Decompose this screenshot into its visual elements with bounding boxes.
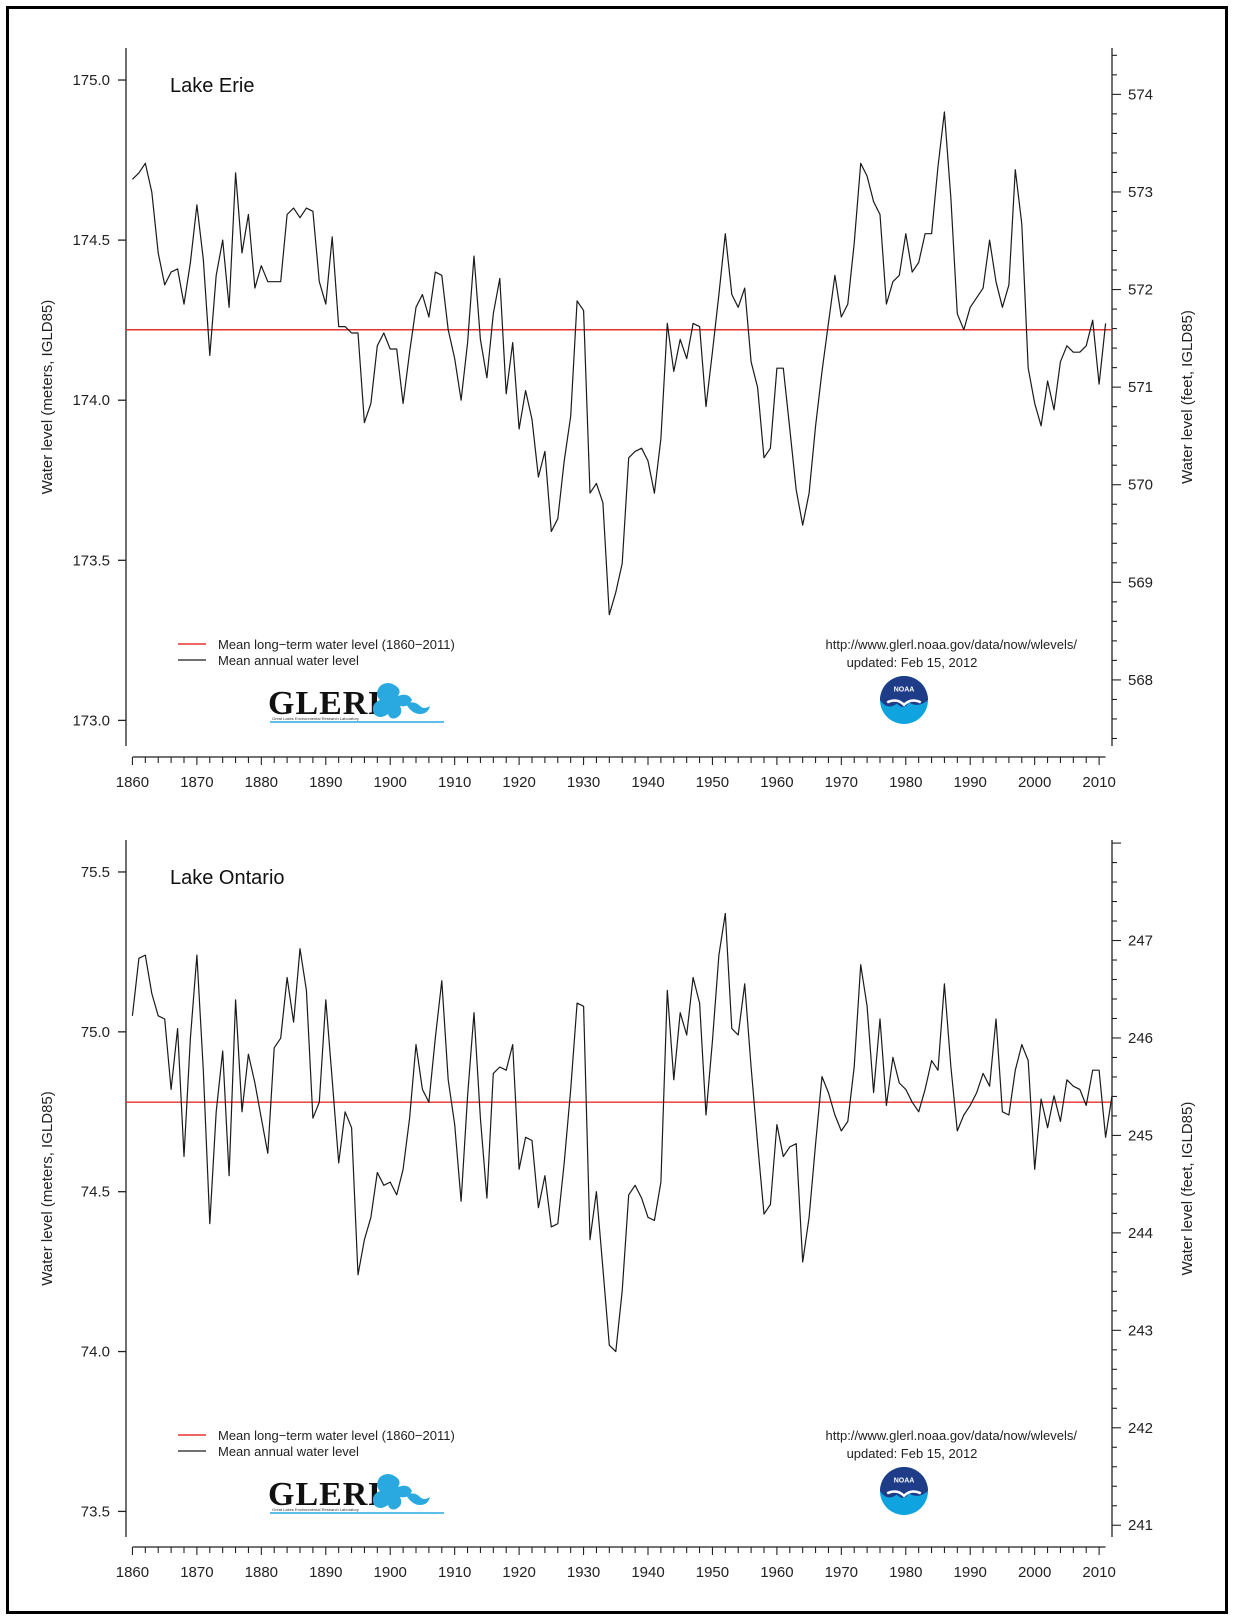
noaa-logo-dark <box>880 1467 928 1498</box>
x-tick-label: 1930 <box>567 774 600 791</box>
y-tick-label: 174.0 <box>72 392 110 409</box>
y2-tick-label: 571 <box>1128 379 1153 396</box>
x-tick-label: 1910 <box>438 774 471 791</box>
glerl-logo-subtext: Great Lakes Environmental Research Labor… <box>272 1507 359 1512</box>
y-tick-label: 74.5 <box>81 1184 110 1201</box>
y2-axis-title: Water level (feet, IGLD85) <box>1179 310 1196 484</box>
x-tick-label: 1870 <box>180 1564 213 1581</box>
x-tick-label: 1890 <box>309 774 342 791</box>
y-tick-label: 75.5 <box>81 864 110 881</box>
glerl-logo-text: GLERL <box>268 685 392 722</box>
x-tick-label: 1880 <box>245 774 278 791</box>
legend-label-mean: Mean long−term water level (1860−2011) <box>218 637 455 652</box>
y-tick-label: 173.5 <box>72 552 110 569</box>
chart-title: Lake Ontario <box>170 867 285 889</box>
x-tick-label: 1860 <box>116 774 149 791</box>
x-tick-label: 1900 <box>374 774 407 791</box>
y2-tick-label: 572 <box>1128 282 1153 299</box>
x-tick-label: 1890 <box>309 1564 342 1581</box>
annual-level-series <box>131 111 1107 616</box>
chart-panel-lake-ontario: 73.5 74.0 74.5 75.0 75.5 241 242 243 244 245 246 24… <box>39 840 1196 1581</box>
x-tick-label: 1990 <box>954 1564 987 1581</box>
y-tick-label: 175.0 <box>72 72 110 89</box>
x-tick-label: 1970 <box>825 774 858 791</box>
x-tick-label: 1930 <box>567 1564 600 1581</box>
source-updated: updated: Feb 15, 2012 <box>847 655 978 670</box>
x-tick-label: 1860 <box>116 1564 149 1581</box>
y2-tick-label: 246 <box>1128 1030 1153 1047</box>
x-tick-label: 1940 <box>631 774 664 791</box>
y-axis-title: Water level (meters, IGLD85) <box>39 300 56 495</box>
y2-axis-title: Water level (feet, IGLD85) <box>1179 1102 1196 1276</box>
y-tick-label: 174.5 <box>72 232 110 249</box>
x-tick-label: 1920 <box>502 774 535 791</box>
legend-label-mean: Mean long−term water level (1860−2011) <box>218 1428 455 1443</box>
x-tick-label: 1920 <box>502 1564 535 1581</box>
y2-tick-label: 247 <box>1128 933 1153 950</box>
x-tick-label: 2000 <box>1018 774 1051 791</box>
x-tick-label: 1960 <box>760 774 793 791</box>
glerl-lakes-icon <box>372 683 412 719</box>
glerl-logo-subtext: Great Lakes Environmental Research Labor… <box>272 716 359 721</box>
x-tick-label: 1990 <box>954 774 987 791</box>
x-tick-label: 1880 <box>245 1564 278 1581</box>
y-axis-title: Water level (meters, IGLD85) <box>39 1091 56 1286</box>
source-url: http://www.glerl.noaa.gov/data/now/wleve… <box>826 637 1078 652</box>
y2-tick-label: 241 <box>1128 1517 1153 1534</box>
noaa-logo: NOAA <box>880 676 928 724</box>
y2-tick-label: 569 <box>1128 574 1153 591</box>
x-tick-label: 1950 <box>696 774 729 791</box>
y-tick-label: 173.0 <box>72 712 110 729</box>
y2-tick-label: 574 <box>1128 86 1153 103</box>
y2-tick-label: 242 <box>1128 1420 1153 1437</box>
x-tick-label: 2010 <box>1082 1564 1115 1581</box>
noaa-logo-gull <box>886 699 922 707</box>
source-url: http://www.glerl.noaa.gov/data/now/wleve… <box>826 1428 1078 1443</box>
annual-level-series <box>131 912 1113 1353</box>
glerl-lakes-icon <box>406 1493 430 1505</box>
y-tick-label: 74.0 <box>81 1344 110 1361</box>
y-tick-label: 75.0 <box>81 1024 110 1041</box>
x-tick-label: 1940 <box>631 1564 664 1581</box>
x-tick-label: 1970 <box>825 1564 858 1581</box>
noaa-logo-text: NOAA <box>894 1478 915 1485</box>
x-tick-label: 1910 <box>438 1564 471 1581</box>
x-tick-label: 1900 <box>374 1564 407 1581</box>
source-updated: updated: Feb 15, 2012 <box>847 1446 978 1461</box>
noaa-logo-text: NOAA <box>894 687 915 694</box>
y2-tick-label: 568 <box>1128 672 1153 689</box>
x-tick-label: 1960 <box>760 1564 793 1581</box>
y2-tick-label: 573 <box>1128 184 1153 201</box>
legend-label-annual: Mean annual water level <box>218 653 359 668</box>
noaa-logo: NOAA <box>880 1467 928 1515</box>
x-tick-label: 2010 <box>1082 774 1115 791</box>
legend-label-annual: Mean annual water level <box>218 1444 359 1459</box>
x-tick-label: 1980 <box>889 774 922 791</box>
x-tick-label: 1870 <box>180 774 213 791</box>
glerl-logo-text: GLERL <box>268 1476 392 1513</box>
x-tick-label: 2000 <box>1018 1564 1051 1581</box>
y-tick-label: 73.5 <box>81 1503 110 1520</box>
noaa-logo-dark <box>880 676 928 707</box>
y2-tick-label: 245 <box>1128 1127 1153 1144</box>
y2-tick-label: 570 <box>1128 477 1153 494</box>
noaa-logo-gull <box>886 1490 922 1498</box>
chart-panel-lake-erie: 173.0 173.5 174.0 174.5 175.0 568 569 570 571 572… <box>39 48 1196 791</box>
chart-title: Lake Erie <box>170 75 255 97</box>
x-tick-label: 1980 <box>889 1564 922 1581</box>
y2-tick-label: 243 <box>1128 1322 1153 1339</box>
y2-tick-label: 244 <box>1128 1225 1153 1242</box>
x-tick-label: 1950 <box>696 1564 729 1581</box>
glerl-lakes-icon <box>372 1474 412 1510</box>
glerl-lakes-icon <box>406 702 430 714</box>
